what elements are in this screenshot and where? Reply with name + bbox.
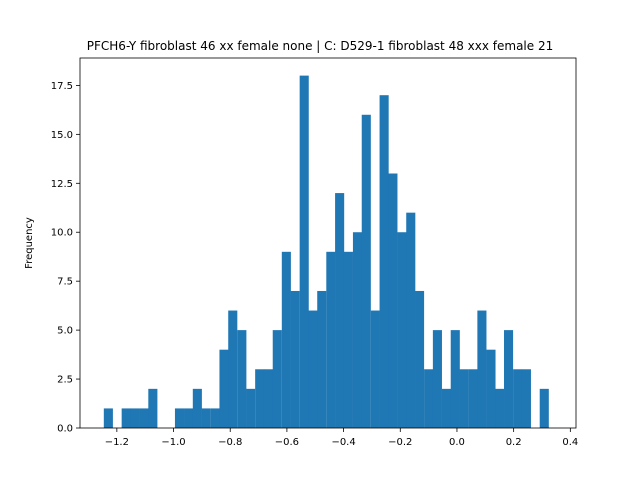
histogram-bar: [272, 330, 282, 428]
histogram-bar: [450, 330, 460, 428]
histogram-bar: [486, 349, 496, 428]
histogram-bar: [432, 330, 442, 428]
y-axis-label: Frequency: [24, 217, 35, 269]
histogram-bar: [237, 330, 247, 428]
histogram-bar: [504, 330, 514, 428]
histogram-bars: [103, 75, 549, 429]
histogram-bar: [513, 369, 523, 428]
histogram-bar: [219, 349, 229, 428]
histogram-bar: [255, 369, 265, 428]
histogram-bar: [299, 75, 309, 429]
y-tick-label: 5.0: [57, 326, 73, 337]
histogram-bar: [361, 114, 371, 429]
histogram-bar: [397, 232, 407, 428]
histogram-bar: [103, 408, 113, 428]
y-tick-label: 15.0: [51, 130, 73, 141]
histogram-bar: [415, 290, 425, 428]
histogram-bar: [308, 310, 318, 428]
histogram-bar: [130, 408, 140, 428]
histogram-bar: [388, 173, 398, 428]
histogram-bar: [539, 388, 549, 428]
y-tick-label: 2.5: [57, 375, 73, 386]
histogram-bar: [406, 212, 416, 428]
histogram-bar: [352, 232, 363, 428]
plot-frame: [79, 57, 577, 429]
x-tick-label: −1.2: [105, 437, 129, 448]
histogram-bar: [281, 251, 291, 428]
x-tick-label: −0.4: [331, 437, 355, 448]
histogram-bar: [477, 310, 487, 428]
histogram-bar: [335, 193, 345, 428]
x-tick-label: 0.0: [449, 437, 465, 448]
histogram-bar: [521, 369, 531, 428]
histogram-bar: [263, 369, 274, 428]
histogram-bar: [201, 408, 211, 428]
histogram-bar: [468, 369, 478, 428]
x-tick-label: −0.8: [218, 437, 242, 448]
histogram-bar: [174, 408, 185, 428]
x-tick-label: −0.6: [275, 437, 299, 448]
x-tick-label: 0.4: [562, 437, 578, 448]
x-axis: −1.2 −1.0 −0.8 −0.6 −0.4 −0.2 0.0 0.2 0.4: [105, 428, 578, 448]
y-tick-label: 7.5: [57, 277, 73, 288]
histogram-bar: [121, 408, 131, 428]
histogram-bar: [370, 310, 380, 428]
histogram-bar: [290, 290, 300, 428]
y-tick-label: 17.5: [51, 81, 73, 92]
histogram-bar: [317, 290, 327, 428]
histogram-bar: [326, 251, 336, 428]
histogram-bar: [495, 388, 505, 428]
histogram-bar: [148, 388, 158, 428]
histogram-bar: [343, 251, 353, 428]
histogram-bar: [459, 369, 469, 428]
y-tick-label: 12.5: [51, 179, 73, 190]
histogram-bar: [210, 408, 220, 428]
x-tick-label: −0.2: [388, 437, 412, 448]
chart-title: PFCH6-Y fibroblast 46 xx female none | C…: [87, 39, 553, 53]
histogram-bar: [441, 388, 452, 428]
histogram-bar: [192, 388, 202, 428]
histogram-bar: [424, 369, 434, 428]
x-tick-label: 0.2: [506, 437, 522, 448]
histogram-bar: [228, 310, 238, 428]
x-tick-label: −1.0: [161, 437, 185, 448]
histogram-bar: [246, 388, 256, 428]
histogram-bar: [139, 408, 149, 428]
y-tick-label: 10.0: [51, 228, 73, 239]
histogram-bar: [184, 408, 194, 428]
y-tick-label: 0.0: [57, 424, 73, 435]
y-axis: 0.0 2.5 5.0 7.5 10.0 12.5 15.0 17.5: [51, 81, 80, 435]
histogram-bar: [379, 95, 389, 428]
